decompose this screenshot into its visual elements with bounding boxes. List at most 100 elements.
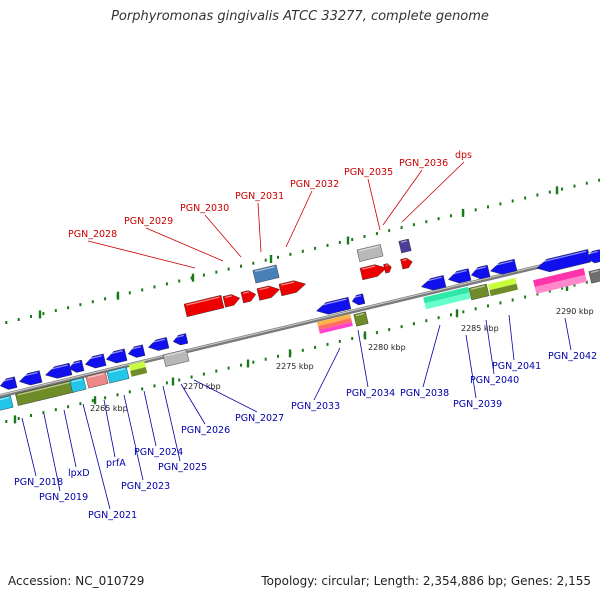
cds-reverse-12 xyxy=(420,275,447,291)
feature-magenta-band xyxy=(533,268,587,294)
tick-mark xyxy=(338,339,341,343)
feature-rrna-band-stripe xyxy=(318,318,352,330)
gene-label-forward: PGN_2031 xyxy=(235,191,284,202)
cds-reverse-14 xyxy=(470,264,491,280)
cds-reverse-8-shape xyxy=(147,337,170,351)
cds-reverse-3-gloss xyxy=(46,364,68,371)
feature-olive-left-gloss xyxy=(17,381,71,396)
backbone-highlight xyxy=(0,250,600,396)
cds-PGN_2030 xyxy=(240,290,257,304)
reverse-tick-track xyxy=(5,277,600,424)
tick-mark xyxy=(17,417,20,420)
leader-line-reverse xyxy=(180,383,206,425)
gene-label-reverse: PGN_2019 xyxy=(39,492,88,503)
gene-label-reverse: lpxD xyxy=(68,468,90,479)
leader-line-forward xyxy=(285,190,313,248)
feature-cyan-left xyxy=(0,395,14,411)
leader-line-reverse xyxy=(193,379,258,413)
major-tick xyxy=(38,310,42,319)
tick-mark xyxy=(450,214,452,218)
tick-mark xyxy=(585,280,588,284)
cds-reverse-1-gloss xyxy=(1,378,14,383)
feature-cyan-mid-gloss xyxy=(71,378,82,383)
feature-magenta-band-stripe xyxy=(534,274,587,294)
cds-reverse-2-gloss xyxy=(20,371,38,378)
tick-mark xyxy=(314,246,317,250)
gene-label-reverse: PGN_2025 xyxy=(158,462,207,473)
scale-label-kbp: 2265 kbp xyxy=(90,404,128,413)
tick-mark xyxy=(67,405,70,409)
cds-reverse-2 xyxy=(18,370,43,386)
feature-gray-right-gloss xyxy=(590,270,599,274)
cds-reverse-14-shape xyxy=(470,264,491,280)
major-tick xyxy=(116,291,120,300)
feature-cyan-right xyxy=(106,366,130,384)
leader-line-reverse xyxy=(63,409,77,468)
tick-mark xyxy=(400,325,403,329)
tick-mark xyxy=(536,193,539,197)
scale-label-kbp: 2280 kbp xyxy=(368,343,406,352)
cds-reverse-11-shape xyxy=(351,293,366,306)
tick-mark xyxy=(67,306,70,310)
feature-gene-gray-top-gloss xyxy=(359,245,379,252)
leader-line-forward xyxy=(87,240,196,269)
scale-label-kbp: 2285 kbp xyxy=(461,324,499,333)
tick-mark xyxy=(326,342,329,346)
leader-line-reverse xyxy=(313,347,341,401)
tick-mark xyxy=(499,202,502,206)
tick-mark xyxy=(227,267,230,271)
tick-mark xyxy=(190,375,193,379)
tick-mark xyxy=(141,288,144,292)
tick-mark xyxy=(153,384,156,388)
tick-mark xyxy=(5,321,8,324)
cds-reverse-7-shape xyxy=(127,344,146,358)
cds-PGN_2032 xyxy=(278,280,307,297)
tick-mark xyxy=(178,279,181,283)
tick-mark xyxy=(314,345,317,349)
tick-mark xyxy=(561,286,564,290)
cds-reverse-11-gloss xyxy=(353,295,362,299)
tick-mark xyxy=(264,357,267,361)
tick-mark xyxy=(30,315,32,318)
cds-reverse-5-gloss xyxy=(86,355,102,361)
tick-mark xyxy=(202,372,205,376)
tick-mark xyxy=(450,313,452,317)
major-tick xyxy=(455,309,459,318)
major-tick xyxy=(461,208,465,217)
feature-gene-blue-top-gloss xyxy=(254,266,275,273)
cds-PGN_2031-gloss xyxy=(259,286,270,291)
cds-reverse-4-gloss xyxy=(70,361,81,365)
feature-lime-olive-stripe xyxy=(130,367,148,377)
tick-mark xyxy=(215,270,218,274)
tick-mark xyxy=(425,319,428,323)
leader-line-reverse xyxy=(465,334,477,399)
feature-pink-salmon-gloss xyxy=(88,373,104,379)
feature-gray-right xyxy=(588,268,600,284)
tick-mark xyxy=(487,205,489,209)
tick-mark xyxy=(548,289,551,293)
major-tick xyxy=(191,273,195,282)
feature-gene-gray-top-shape xyxy=(356,244,384,262)
cds-reverse-11 xyxy=(351,293,366,306)
cds-reverse-4-shape xyxy=(68,359,85,373)
tick-mark xyxy=(375,232,378,236)
gene-label-forward: PGN_2030 xyxy=(180,203,229,214)
cds-reverse-16-gloss xyxy=(537,250,587,264)
genome-summary-text: Topology: circular; Length: 2,354,886 bp… xyxy=(261,574,591,588)
feature-cyan-mid xyxy=(69,377,87,393)
gene-label-forward: PGN_2028 xyxy=(68,229,117,240)
tick-mark xyxy=(141,387,144,391)
cds-reverse-5-shape xyxy=(84,353,107,369)
cds-reverse-14-gloss xyxy=(472,266,486,271)
cds-PGN_2029 xyxy=(222,294,241,308)
tick-mark xyxy=(388,328,391,332)
feature-gene-blue-top-shape xyxy=(252,264,280,284)
cds-reverse-3-shape xyxy=(44,362,73,379)
tick-mark xyxy=(375,331,378,335)
cds-reverse-6-shape xyxy=(105,348,128,364)
cds-reverse-15-shape xyxy=(489,258,518,275)
gene-label-reverse: PGN_2040 xyxy=(470,375,519,386)
leader-line-forward xyxy=(401,161,465,223)
tick-mark xyxy=(240,363,242,367)
